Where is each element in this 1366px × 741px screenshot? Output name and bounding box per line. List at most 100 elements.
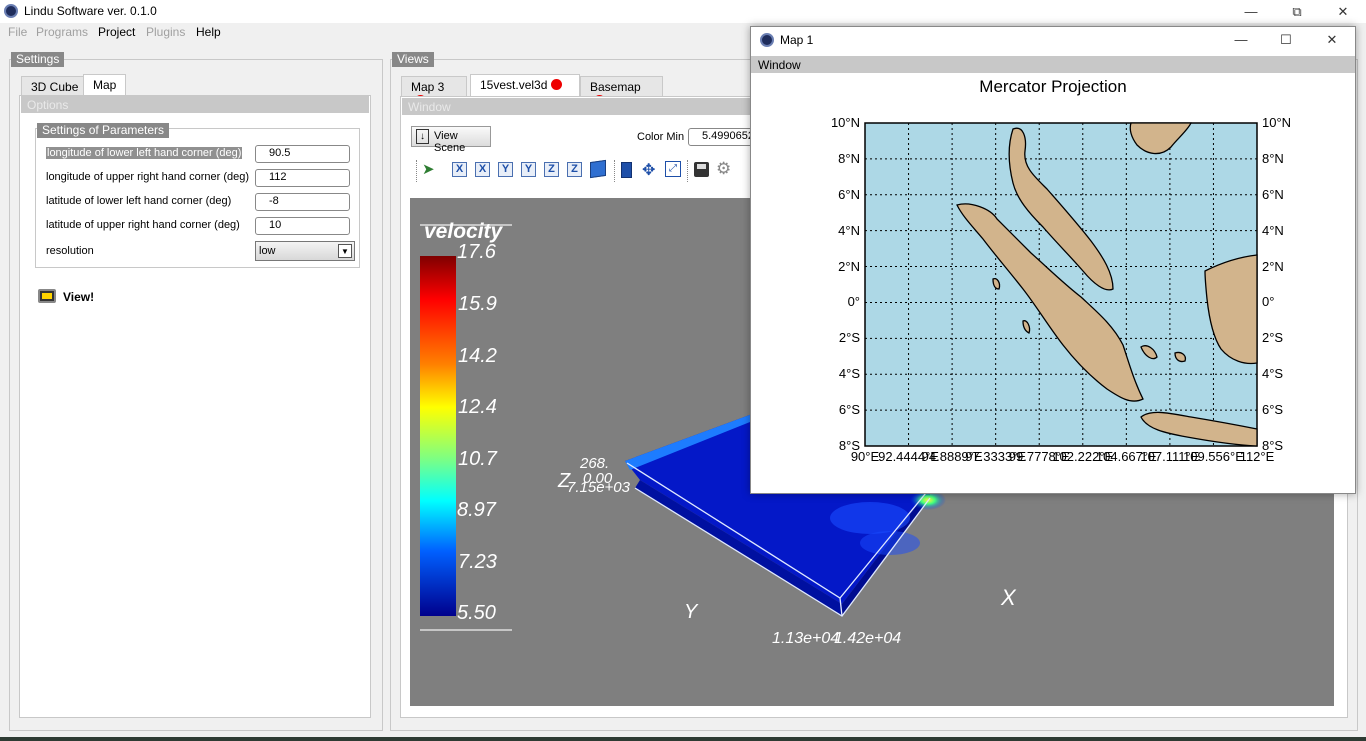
view-y-icon[interactable]: Y (498, 162, 513, 177)
title-bar: Lindu Software ver. 0.1.0 — ⧉ ✕ (0, 0, 1366, 23)
lon-ll-field[interactable]: 90.5 (255, 145, 350, 163)
view-button[interactable]: View! (63, 290, 95, 304)
app-icon (4, 4, 18, 18)
tab-map3-label: Map 3 (411, 80, 445, 94)
monitor-icon (38, 289, 56, 303)
gear-icon[interactable]: ⚙ (716, 159, 732, 178)
colorbar-tick: 10.7 (458, 448, 497, 470)
menu-file[interactable]: File (8, 25, 28, 39)
land-java (1140, 411, 1258, 447)
land-siberut (1022, 320, 1031, 334)
chevron-down-icon[interactable]: ▼ (338, 244, 352, 258)
lat-label-left: 8°N (838, 150, 860, 166)
resolution-select[interactable]: low ▼ (255, 241, 355, 261)
axis-label-000: 0.00 (583, 470, 613, 487)
param-label-lon-ur: longitude of upper right hand corner (de… (46, 171, 250, 183)
lat-label-left: 10°N (830, 115, 860, 130)
taskbar-strip (0, 737, 1366, 741)
color-min-label: Color Min (637, 131, 685, 143)
lon-label: 104.667°E (1095, 449, 1157, 464)
axes-icon[interactable]: ➤ (422, 161, 435, 178)
slab-outline (839, 597, 843, 617)
colorbar-tick: 8.97 (457, 499, 496, 521)
lat-label-left: 6°N (838, 186, 860, 202)
colorbar-tick: 14.2 (458, 345, 497, 367)
maximize-icon[interactable]: ☐ (1280, 31, 1292, 47)
tab-15vest[interactable]: 15vest.vel3d (470, 74, 580, 96)
colorbar-tick: 7.23 (458, 551, 497, 573)
land-belitung (1174, 351, 1187, 363)
map-plot (864, 122, 1258, 447)
axis-label-113: 1.13e+04 (772, 630, 840, 647)
lat-label-left: 2°N (838, 258, 860, 274)
color-min-field[interactable]: 5.4990652 (688, 128, 758, 146)
lat-label-left: 8°S (838, 438, 860, 453)
anomaly-2 (860, 531, 920, 555)
isometric-icon[interactable] (590, 159, 606, 179)
lon-label: 90°E (850, 449, 880, 464)
settings-title: Settings (11, 52, 65, 67)
minimize-icon[interactable]: — (1244, 4, 1258, 19)
lon-label: 109.556°E (1183, 449, 1244, 464)
resolution-label: resolution (46, 245, 94, 257)
view-minus-x-icon[interactable]: X (475, 162, 490, 177)
options-header: Options (21, 96, 369, 113)
lat-label-left: 4°N (838, 222, 860, 238)
colorbar-tick: 5.50 (457, 602, 496, 624)
param-label-lat-ur: latitude of upper right hand corner (deg… (46, 219, 240, 231)
arrow-down-icon: ↓ (416, 129, 429, 144)
tab-map[interactable]: Map (83, 74, 127, 96)
lat-label-right: 6°S (1262, 402, 1284, 418)
views-title: Views (392, 52, 434, 67)
fullscreen-icon[interactable]: ⤢ (665, 161, 681, 177)
lon-label: 99.7778°E (1008, 449, 1070, 464)
minimize-icon[interactable]: — (1234, 32, 1248, 47)
axis-y-label: Y (684, 601, 698, 623)
view-scene-button[interactable]: ↓ View Scene (411, 126, 491, 154)
menu-plugins[interactable]: Plugins (146, 25, 186, 39)
lat-label-right: 2°N (1262, 258, 1284, 274)
lat-label-right: 8°S (1262, 438, 1284, 453)
tab-3d-cube[interactable]: 3D Cube (21, 76, 89, 96)
view-minus-y-icon[interactable]: Y (521, 162, 536, 177)
lon-ur-field[interactable]: 112 (255, 169, 350, 187)
lat-label-left: 6°S (838, 402, 860, 418)
view-x-icon[interactable]: X (452, 162, 467, 177)
close-icon[interactable]: ✕ (1326, 31, 1338, 47)
view-minus-z-icon[interactable]: Z (567, 162, 582, 177)
map-window-menu: Window (751, 56, 1355, 73)
app-icon (760, 33, 774, 47)
land-borneo (1204, 254, 1258, 365)
land-indochina (1129, 122, 1193, 155)
param-label-lon-ll: longitude of lower left hand corner (deg… (46, 147, 243, 159)
menu-project[interactable]: Project (98, 25, 136, 39)
restore-icon[interactable]: ⧉ (1292, 3, 1302, 19)
view-z-icon[interactable]: Z (544, 162, 559, 177)
save-icon[interactable] (694, 162, 709, 177)
lat-label-right: 6°N (1262, 186, 1284, 202)
lat-label-right: 8°N (1262, 150, 1284, 166)
slab-front-left (635, 480, 842, 616)
axis-label-268: 268. (580, 455, 610, 472)
move-icon[interactable]: ✥ (642, 162, 656, 179)
lon-label: 107.111°E (1140, 449, 1200, 464)
map-window: Map 1 — ☐ ✕ Window Mercator Projection 1… (750, 26, 1356, 494)
tab-basemap-label: Basemap (590, 80, 641, 94)
lon-label: 112°E (1239, 449, 1275, 464)
lat-ll-field[interactable]: -8 (255, 193, 350, 211)
toolbar-separator (687, 160, 688, 182)
lat-label-right: 4°S (1262, 366, 1284, 382)
window-header: Window (402, 98, 752, 115)
tab-basemap[interactable]: Basemap (580, 76, 663, 106)
window-title: Lindu Software ver. 0.1.0 (24, 4, 157, 18)
menu-help[interactable]: Help (196, 25, 221, 39)
close-icon[interactable]: ✕ (1337, 3, 1349, 19)
lat-label-right: 2°S (1262, 330, 1284, 346)
lat-ur-field[interactable]: 10 (255, 217, 350, 235)
parallel-projection-icon[interactable] (621, 162, 632, 178)
menu-programs[interactable]: Programs (36, 25, 89, 39)
lon-label: 94.8889°E (921, 449, 983, 464)
slab-edge-top (625, 413, 755, 470)
tab-map3[interactable]: Map 3 (401, 76, 467, 106)
land-bangka (1140, 345, 1158, 360)
